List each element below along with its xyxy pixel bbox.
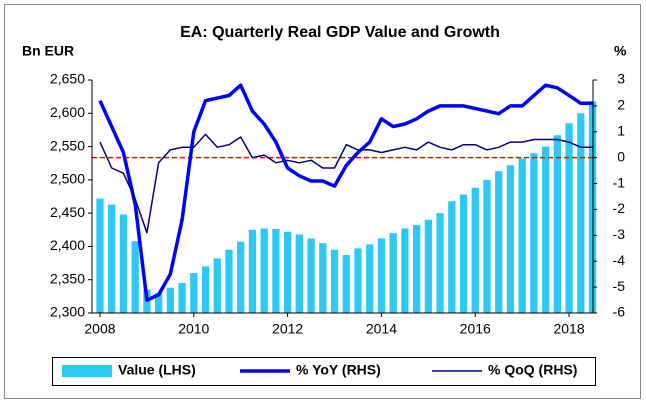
bar: [377, 238, 386, 313]
bar: [436, 213, 444, 313]
bar: [201, 266, 210, 313]
line-series: [99, 133, 593, 234]
legend-label: % YoY (RHS): [296, 362, 381, 378]
y2-tick-label: 0: [617, 148, 625, 164]
y-tick-label: 2,300: [50, 304, 85, 320]
y-tick-label: 2,400: [50, 237, 85, 253]
bar: [448, 201, 456, 313]
bar: [342, 255, 350, 313]
y2-axis-label: %: [614, 43, 627, 59]
y2-tick-label: 3: [617, 71, 625, 87]
bar: [495, 171, 503, 313]
bar: [401, 228, 409, 313]
bar: [412, 225, 421, 313]
y2-tick-label: 1: [617, 122, 625, 138]
bar: [319, 243, 327, 313]
bar: [330, 249, 339, 313]
bar: [190, 273, 198, 313]
bar: [108, 204, 116, 313]
bar: [565, 123, 573, 314]
legend-label: Value (LHS): [118, 362, 196, 378]
y2-tick-label: -2: [613, 200, 626, 216]
y-tick-label: 2,600: [50, 104, 85, 120]
bar: [506, 165, 515, 313]
bar: [577, 113, 585, 314]
y-tick-label: 2,500: [50, 171, 85, 187]
legend-box: [52, 357, 596, 386]
bar: [483, 179, 491, 313]
bar: [389, 233, 397, 313]
bar: [553, 135, 561, 313]
x-tick-label: 2008: [84, 321, 115, 337]
bar: [96, 198, 104, 313]
y2-tick-label: 2: [617, 97, 625, 113]
chart-title: EA: Quarterly Real GDP Value and Growth: [180, 24, 500, 41]
bar: [366, 244, 374, 313]
y2-tick-label: -5: [613, 278, 626, 294]
x-tick-label: 2016: [460, 321, 491, 337]
line-series: [98, 83, 593, 302]
y-tick-label: 2,550: [50, 137, 85, 153]
x-tick-label: 2010: [178, 321, 209, 337]
y2-tick-label: -6: [613, 304, 626, 320]
bar: [283, 231, 292, 313]
bar: [354, 248, 362, 313]
bar: [225, 249, 233, 313]
bar: [295, 234, 303, 313]
legend-label: % QoQ (RHS): [488, 362, 577, 378]
bar: [272, 229, 280, 313]
bar: [541, 146, 550, 313]
y2-tick-label: -1: [613, 174, 626, 190]
bar: [131, 241, 139, 313]
bar: [237, 241, 245, 313]
bar: [248, 229, 257, 313]
bar: [459, 194, 468, 313]
bar: [530, 153, 538, 313]
bar: [213, 258, 221, 313]
y-tick-label: 2,450: [50, 204, 85, 220]
bar: [307, 238, 315, 313]
bar: [260, 228, 268, 313]
bar: [119, 214, 128, 313]
bar: [424, 219, 432, 313]
y2-tick-label: -4: [613, 252, 626, 268]
bar: [166, 287, 174, 313]
y2-tick-label: -3: [613, 226, 626, 242]
x-tick-label: 2014: [366, 321, 397, 337]
x-tick-label: 2018: [553, 321, 584, 337]
legend-swatch: [62, 365, 112, 377]
bar: [471, 187, 479, 313]
y-tick-label: 2,650: [50, 71, 85, 87]
y-tick-label: 2,350: [50, 270, 85, 286]
x-tick-label: 2012: [272, 321, 303, 337]
bar: [154, 293, 163, 313]
bar: [518, 158, 526, 313]
y-axis-label: Bn EUR: [22, 43, 74, 59]
bar: [178, 283, 186, 313]
